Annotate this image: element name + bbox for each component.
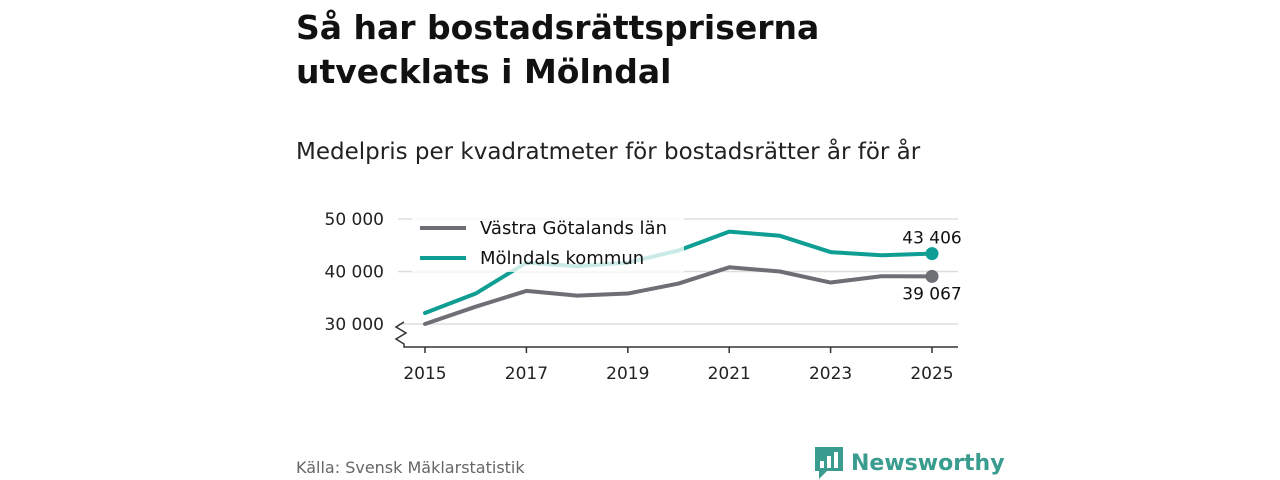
x-tick-label: 2019 xyxy=(606,364,649,384)
chart-title: Så har bostadsrättspriserna utvecklats i… xyxy=(296,8,820,91)
y-tick-label: 40 000 xyxy=(325,263,384,283)
legend-label-molndal: Mölndals kommun xyxy=(480,248,644,269)
x-tick-label: 2025 xyxy=(910,364,953,384)
x-tick-label: 2015 xyxy=(403,364,446,384)
end-marker-vastra xyxy=(925,269,939,283)
end-label-vastra: 39 067 xyxy=(902,284,961,304)
y-tick-label: 30 000 xyxy=(325,315,384,335)
end-marker-molndal xyxy=(925,247,939,261)
source-note: Källa: Svensk Mäklarstatistik xyxy=(296,458,525,477)
x-tick-label: 2021 xyxy=(708,364,751,384)
line-chart: 30 000 40 000 50 000 2015 2017 2019 2021 2023 20… xyxy=(325,208,962,384)
x-tick-label: 2017 xyxy=(505,364,548,384)
legend-label-vastra: Västra Götalands län xyxy=(480,218,667,239)
bar-chart-bubble-icon xyxy=(815,447,843,479)
newsworthy-logo: Newsworthy xyxy=(815,446,1005,480)
x-tick-label: 2023 xyxy=(809,364,852,384)
chart-subtitle: Medelpris per kvadratmeter för bostadsrä… xyxy=(296,139,921,165)
legend-background xyxy=(412,208,684,272)
y-tick-label: 50 000 xyxy=(325,210,384,230)
series-line-vastra xyxy=(423,265,934,326)
end-label-molndal: 43 406 xyxy=(902,229,961,249)
brand-name: Newsworthy xyxy=(851,450,1005,476)
axis-break-mark xyxy=(394,321,410,348)
